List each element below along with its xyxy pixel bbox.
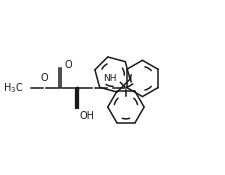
Text: O: O xyxy=(41,73,48,83)
Text: OH: OH xyxy=(79,111,94,121)
Text: H$_3$C: H$_3$C xyxy=(3,81,23,95)
Text: NH: NH xyxy=(103,74,116,83)
Text: O: O xyxy=(64,60,72,70)
